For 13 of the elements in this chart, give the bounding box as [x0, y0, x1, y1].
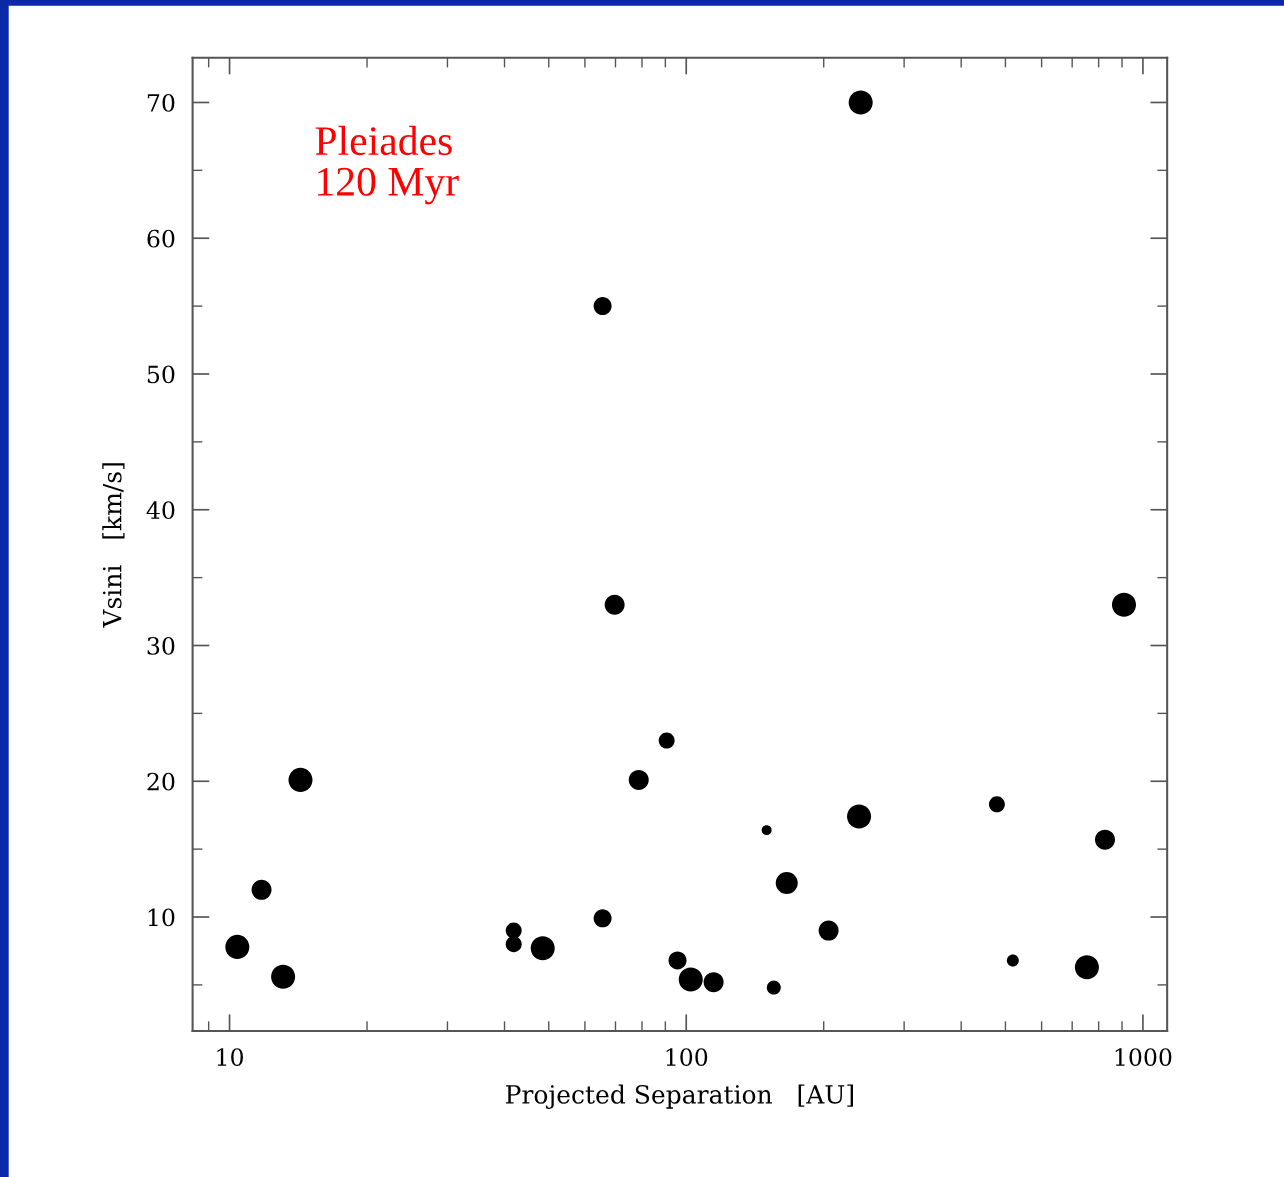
y-tick-label: 60	[147, 229, 175, 248]
x-tick-label: 100	[666, 1048, 708, 1066]
annotation: Pleiades 120 Myr	[315, 125, 459, 205]
y-tick-label: 30	[147, 636, 175, 655]
x-tick-label: 1000	[1115, 1048, 1172, 1066]
y-tick-label: 10	[148, 908, 175, 927]
y-tick-label: 70	[147, 93, 175, 112]
x-axis-title: Projected Separation [AU]	[506, 1084, 853, 1110]
y-tick-label: 20	[147, 772, 175, 791]
y-tick-label: 50	[147, 365, 175, 384]
y-axis-title: Vsini [km/s]	[102, 463, 125, 628]
y-tick-label: 40	[146, 501, 175, 520]
x-tick-label: 10	[217, 1048, 244, 1066]
